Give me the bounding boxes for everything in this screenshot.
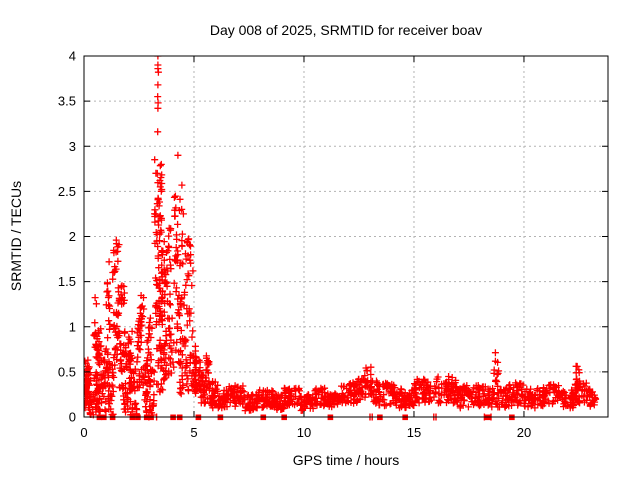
y-axis-label: SRMTID / TECUs — [8, 181, 24, 291]
x-tick-label: 5 — [190, 425, 197, 440]
x-tick-label: 20 — [517, 425, 531, 440]
chart-title: Day 008 of 2025, SRMTID for receiver boa… — [210, 22, 482, 38]
y-tick-label: 1.5 — [58, 274, 76, 289]
y-tick-label: 2 — [69, 229, 76, 244]
y-tick-label: 1 — [69, 319, 76, 334]
x-tick-label: 0 — [80, 425, 87, 440]
gridlines — [84, 56, 608, 417]
x-tick-label: 15 — [407, 425, 421, 440]
scatter-plus-markers — [84, 56, 600, 419]
y-tick-label: 0 — [69, 410, 76, 425]
axis-ticks — [83, 55, 608, 418]
y-tick-label: 4 — [69, 49, 76, 64]
y-tick-label: 0.5 — [58, 364, 76, 379]
y-tick-label: 3 — [69, 139, 76, 154]
y-tick-labels: 0 0.5 1 1.5 2 2.5 3 3.5 4 — [58, 49, 76, 425]
y-tick-label: 2.5 — [58, 184, 76, 199]
y-tick-label: 3.5 — [58, 94, 76, 109]
x-axis-label: GPS time / hours — [293, 452, 400, 468]
x-tick-labels: 0 5 10 15 20 — [80, 425, 531, 440]
x-tick-label: 10 — [297, 425, 311, 440]
